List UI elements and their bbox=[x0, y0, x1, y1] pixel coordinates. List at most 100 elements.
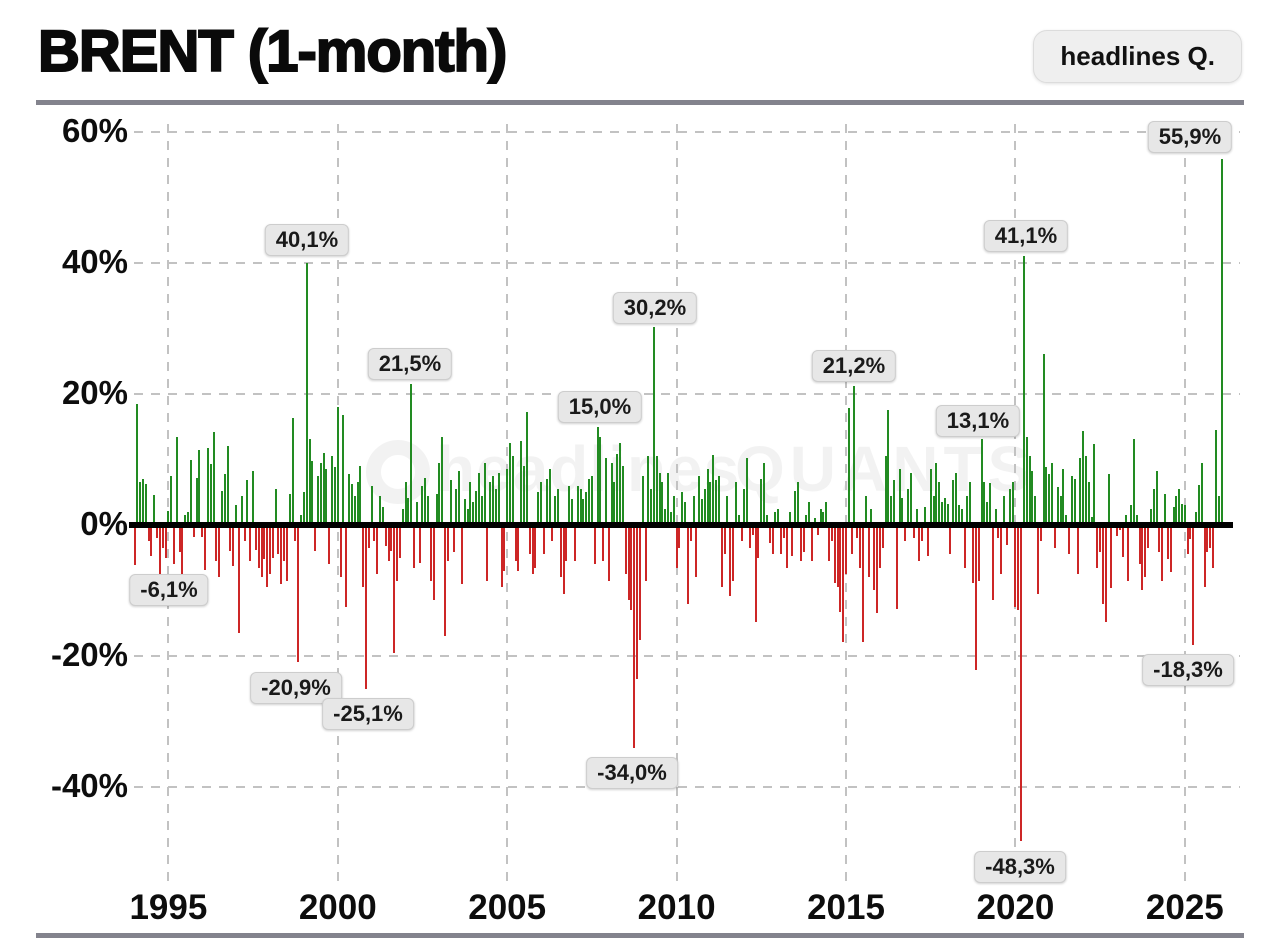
positive-return-bar bbox=[701, 498, 704, 525]
positive-return-bar bbox=[424, 477, 427, 525]
negative-return-bar bbox=[396, 525, 399, 581]
positive-return-bar bbox=[1045, 467, 1048, 525]
positive-return-bar bbox=[935, 462, 938, 525]
positive-return-bar bbox=[571, 498, 574, 525]
positive-return-bar bbox=[463, 498, 466, 525]
value-callout-label: 55,9% bbox=[1147, 121, 1233, 153]
positive-return-bar bbox=[955, 472, 958, 525]
positive-return-bar bbox=[407, 497, 410, 525]
negative-return-bar bbox=[328, 525, 331, 565]
positive-return-bar bbox=[596, 426, 599, 525]
positive-return-bar bbox=[641, 475, 644, 525]
top-divider bbox=[36, 100, 1244, 105]
positive-return-bar bbox=[890, 495, 893, 525]
positive-return-bar bbox=[520, 441, 523, 525]
positive-return-bar bbox=[743, 488, 746, 525]
negative-return-bar bbox=[229, 525, 232, 552]
negative-return-bar bbox=[782, 525, 785, 539]
negative-return-bar bbox=[1144, 525, 1147, 577]
positive-return-bar bbox=[427, 495, 430, 525]
positive-return-bar bbox=[994, 508, 997, 525]
negative-return-bar bbox=[740, 525, 743, 542]
positive-return-bar bbox=[557, 488, 560, 525]
negative-return-bar bbox=[534, 525, 537, 568]
negative-return-bar bbox=[881, 525, 884, 548]
positive-return-bar bbox=[342, 415, 345, 525]
positive-return-bar bbox=[1175, 495, 1178, 525]
bottom-divider bbox=[36, 933, 1244, 938]
y-gridline bbox=[134, 393, 1240, 396]
negative-return-bar bbox=[1186, 525, 1189, 555]
x-gridline bbox=[845, 124, 848, 886]
positive-return-bar bbox=[1181, 504, 1184, 525]
negative-return-bar bbox=[602, 525, 605, 561]
negative-return-bar bbox=[949, 525, 952, 555]
y-axis-tick-label: -40% bbox=[50, 766, 128, 804]
positive-return-bar bbox=[969, 482, 972, 525]
negative-return-bar bbox=[387, 525, 390, 561]
negative-return-bar bbox=[257, 525, 260, 568]
positive-return-bar bbox=[545, 479, 548, 525]
positive-return-bar bbox=[1133, 438, 1136, 525]
positive-return-bar bbox=[370, 485, 373, 525]
negative-return-bar bbox=[689, 525, 692, 542]
x-axis-tick-label: 2010 bbox=[637, 888, 716, 927]
negative-return-bar bbox=[991, 525, 994, 601]
negative-return-bar bbox=[280, 525, 283, 584]
negative-return-bar bbox=[771, 525, 774, 555]
positive-return-bar bbox=[794, 490, 797, 525]
negative-return-bar bbox=[861, 525, 864, 642]
negative-return-bar bbox=[1020, 525, 1023, 842]
positive-return-bar bbox=[441, 436, 444, 525]
positive-return-bar bbox=[1149, 508, 1152, 525]
negative-return-bar bbox=[432, 525, 435, 601]
positive-return-bar bbox=[887, 409, 890, 525]
x-gridline bbox=[675, 124, 678, 886]
positive-return-bar bbox=[1079, 458, 1082, 525]
negative-return-bar bbox=[1017, 525, 1020, 611]
positive-return-bar bbox=[717, 475, 720, 525]
positive-return-bar bbox=[788, 511, 791, 525]
negative-return-bar bbox=[531, 525, 534, 575]
negative-return-bar bbox=[178, 525, 181, 553]
positive-return-bar bbox=[576, 485, 579, 525]
positive-return-bar bbox=[1003, 495, 1006, 525]
negative-return-bar bbox=[678, 525, 681, 548]
positive-return-bar bbox=[379, 495, 382, 525]
positive-return-bar bbox=[1107, 473, 1110, 525]
negative-return-bar bbox=[1096, 525, 1099, 568]
negative-return-bar bbox=[1037, 525, 1040, 594]
negative-return-bar bbox=[173, 525, 176, 565]
negative-return-bar bbox=[266, 525, 269, 588]
positive-return-bar bbox=[311, 460, 314, 525]
positive-return-bar bbox=[175, 436, 178, 525]
positive-return-bar bbox=[929, 469, 932, 525]
positive-return-bar bbox=[763, 462, 766, 525]
negative-return-bar bbox=[729, 525, 732, 596]
negative-return-bar bbox=[1104, 525, 1107, 622]
negative-return-bar bbox=[232, 525, 235, 566]
negative-return-bar bbox=[452, 525, 455, 553]
positive-return-bar bbox=[681, 492, 684, 525]
positive-return-bar bbox=[252, 471, 255, 525]
positive-return-bar bbox=[348, 473, 351, 525]
positive-return-bar bbox=[941, 502, 944, 525]
positive-return-bar bbox=[797, 482, 800, 525]
value-callout-label: 41,1% bbox=[983, 220, 1069, 252]
value-callout-label: 15,0% bbox=[557, 391, 643, 423]
positive-return-bar bbox=[288, 493, 291, 525]
positive-return-bar bbox=[672, 495, 675, 525]
positive-return-bar bbox=[1220, 159, 1223, 525]
x-gridline bbox=[1014, 124, 1017, 886]
negative-return-bar bbox=[780, 525, 783, 555]
negative-return-bar bbox=[393, 525, 396, 653]
headlines-q-button[interactable]: headlines Q. bbox=[1033, 30, 1242, 83]
positive-return-bar bbox=[613, 482, 616, 525]
positive-return-bar bbox=[726, 495, 729, 525]
positive-return-bar bbox=[480, 495, 483, 525]
negative-return-bar bbox=[895, 525, 898, 609]
watermark-logo-icon bbox=[366, 440, 430, 504]
negative-return-bar bbox=[565, 525, 568, 561]
value-callout-label: 21,5% bbox=[367, 348, 453, 380]
